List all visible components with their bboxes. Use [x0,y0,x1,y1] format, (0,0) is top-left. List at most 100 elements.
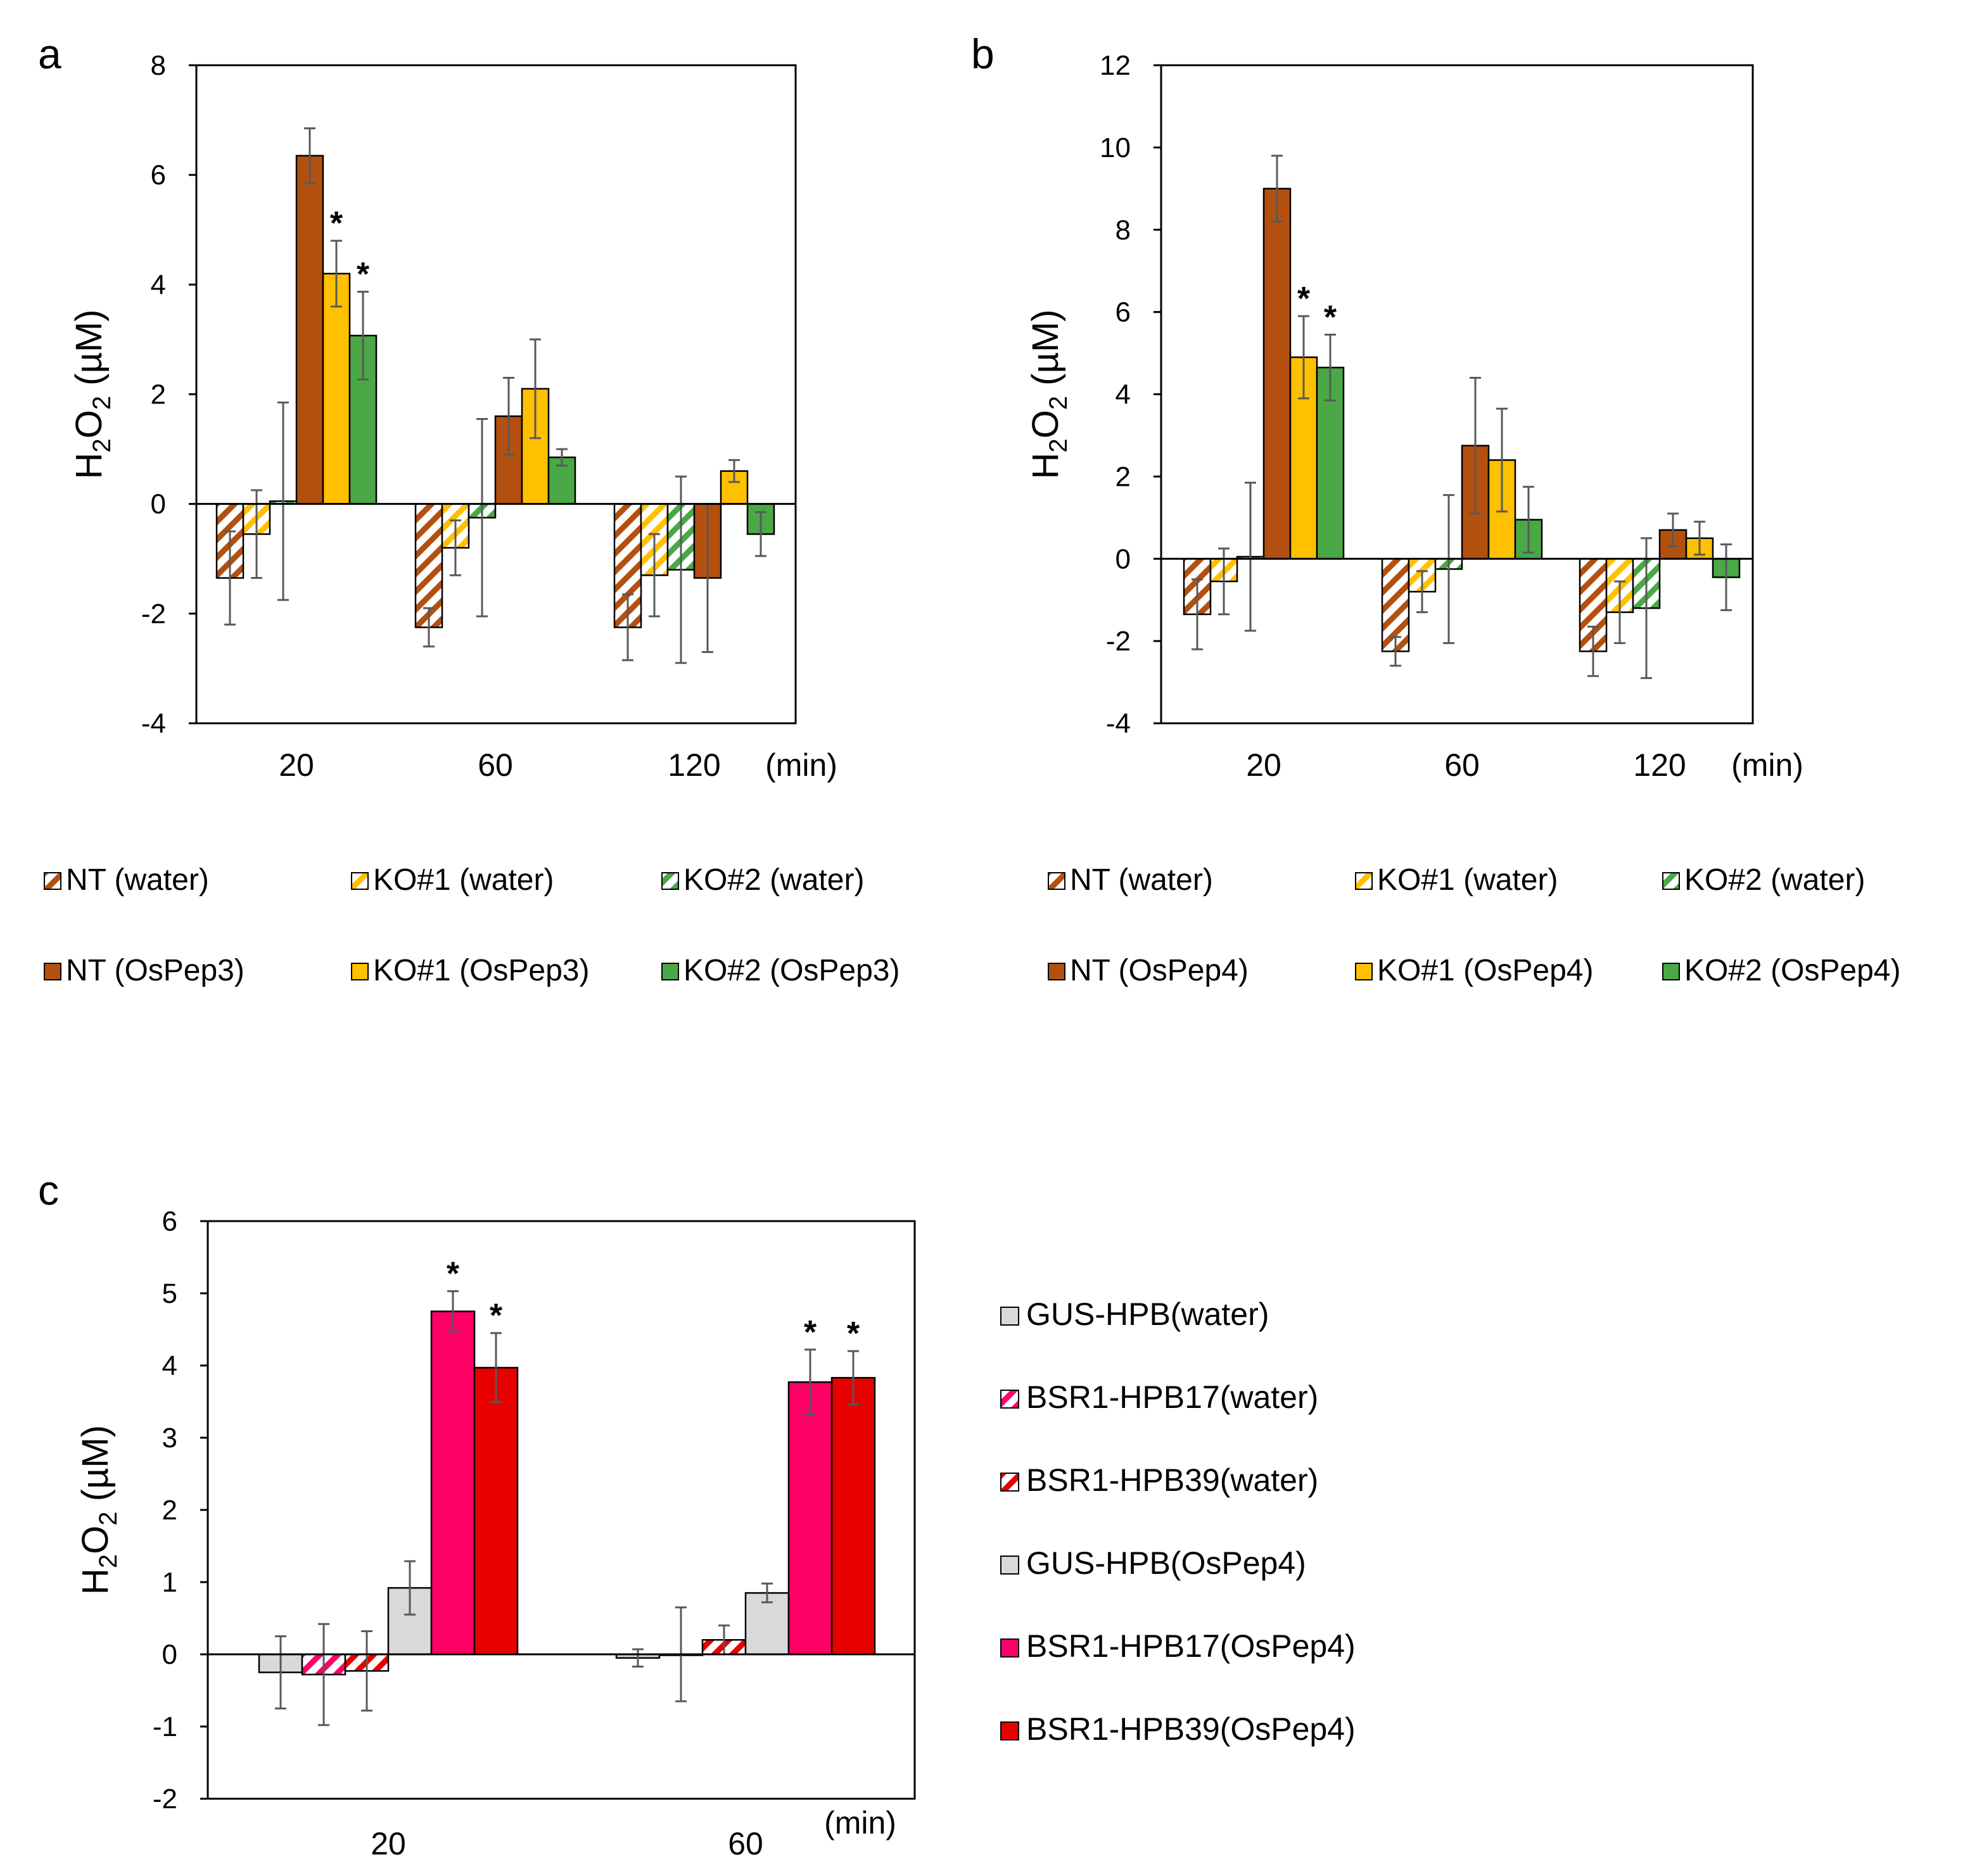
significance-star: * [357,257,370,293]
legend-swatch [1355,872,1373,890]
y-axis-label: H2O2 (µM) [75,1425,122,1595]
panel-label-c: c [38,1167,59,1214]
legend-swatch [1048,872,1065,890]
y-tick-label: 0 [162,1639,177,1670]
y-tick-label: 6 [151,160,166,191]
legend-item-label: GUS-HPB(water) [1026,1296,1269,1332]
error-bar [1720,543,1732,611]
y-tick-label: -4 [141,708,166,739]
error-bar [224,530,236,626]
error-bar [423,607,435,648]
legend-swatch [1000,1473,1019,1492]
legend-swatch [1000,1721,1019,1740]
legend-swatch [1000,1307,1019,1326]
y-tick-label: 4 [1116,379,1131,410]
significance-star: * [847,1315,860,1352]
legend-item-label: NT (OsPep3) [66,954,245,987]
error-bar [622,593,633,661]
panel-label-a: a [38,30,61,77]
y-tick-label: 4 [162,1350,177,1381]
x-category-label: 20 [1246,747,1281,783]
x-axis-unit-label: (min) [765,747,837,783]
error-bar [755,511,766,557]
error-bar [357,291,369,381]
legend-item-label: BSR1-HPB17(water) [1026,1379,1318,1415]
error-bar [675,475,687,664]
legend-swatch [1000,1390,1019,1409]
error-bar [361,1630,372,1712]
error-bar [728,459,740,483]
legend-item-label: GUS-HPB(OsPep4) [1026,1545,1306,1581]
legend-b: NT (water) KO#1 (water) KO#2 (water) NT (Os… [1048,863,1900,987]
y-tick-label: 4 [151,269,166,300]
y-axis-label: H2O2 (µM) [1025,310,1072,479]
legend-swatch [351,963,369,980]
legend-item-label: NT (OsPep4) [1070,954,1249,987]
legend-item-label: KO#2 (OsPep3) [683,954,900,987]
legend-item-label: NT (water) [1070,863,1213,897]
significance-star: * [804,1314,817,1351]
x-category-label: 120 [668,747,720,783]
legend-swatch [44,872,61,890]
y-tick-label: 2 [162,1495,177,1526]
error-bar [277,401,289,601]
x-category-label: 120 [1633,747,1686,783]
error-bar [490,1332,502,1404]
legend-item-label: KO#1 (water) [373,863,554,897]
error-bar [1390,636,1401,667]
error-bar [1523,486,1534,554]
significance-star: * [1324,299,1337,336]
legend-swatch [661,872,679,890]
y-tick-label: 0 [151,489,166,520]
error-bar [1641,537,1652,680]
error-bar [1470,377,1481,515]
y-tick-label: -2 [153,1784,177,1815]
error-bar [450,519,461,576]
error-bar [1587,625,1599,677]
error-bar [1325,333,1336,402]
legend-swatch [661,963,679,980]
error-bar [848,1350,859,1406]
y-tick-label: 1 [162,1567,177,1598]
x-axis-unit-label: (min) [824,1805,896,1841]
error-bar [1416,570,1428,614]
y-tick-label: 0 [1116,543,1131,574]
panel-label-b: b [971,30,995,77]
chart-panel-b: b -4 -2 0 2 4 6 8 10 12 * * 20 60 120 (min) H2O2 (µM) NT … [971,30,1900,987]
x-category-label: 20 [279,747,314,783]
chart-panel-c: c -2 -1 0 1 2 3 4 5 6 * * 20 * * 60 (min) H2O2 (µM) GUS-HP… [38,1167,1356,1861]
y-tick-label: -2 [141,599,166,630]
y-tick-label: -4 [1106,708,1131,739]
error-bar [1192,578,1203,650]
error-bar [304,127,315,184]
error-bar [1298,315,1309,400]
error-bar [447,1290,459,1333]
y-tick-label: 2 [1116,461,1131,492]
significance-star: * [447,1256,460,1293]
x-category-label: 60 [728,1826,763,1861]
y-tick-label: 8 [151,50,166,81]
bar [473,1367,519,1656]
error-bar [530,338,541,440]
error-bar [1245,481,1256,632]
error-bar [318,1623,329,1727]
chart-panel-a: a -4 -2 0 2 4 6 8 * * 20 60 120 (min) H2O2 (µM) NT (wat… [38,30,900,987]
legend-item-label: BSR1-HPB17(OsPep4) [1026,1628,1356,1664]
legend-item-label: BSR1-HPB39(OsPep4) [1026,1711,1356,1747]
legend-item-label: KO#1 (water) [1377,863,1558,897]
error-bar [1271,155,1283,223]
bar [1289,356,1318,560]
y-tick-label: 6 [1116,297,1131,328]
bar [1262,187,1292,560]
legend-item-label: KO#1 (OsPep4) [1377,954,1593,987]
bar [295,155,324,505]
error-bar [1667,512,1679,548]
legend-swatch [1048,963,1065,980]
error-bar [632,1648,644,1668]
error-bar [331,239,342,308]
significance-star: * [1297,281,1311,317]
error-bar [275,1635,286,1709]
legend-swatch [351,872,369,890]
legend-swatch [1662,872,1680,890]
error-bar [1443,494,1454,644]
